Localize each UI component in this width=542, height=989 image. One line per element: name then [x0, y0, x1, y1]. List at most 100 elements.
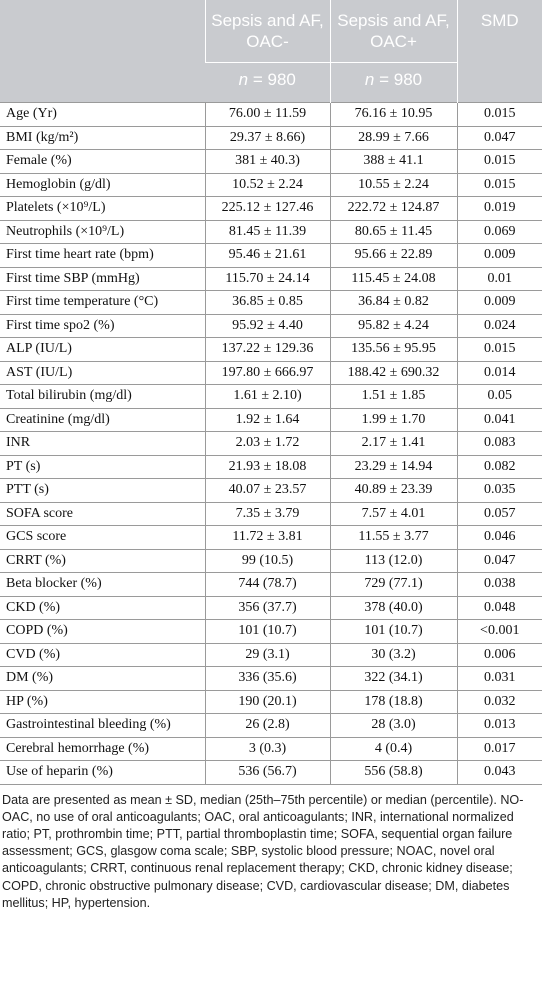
value-oac-negative: 381 ± 40.3) [204, 149, 330, 174]
value-oac-negative: 3 (0.3) [204, 737, 330, 761]
table-row: PT (s) 21.93 ± 18.08 23.29 ± 14.94 0.082 [0, 455, 542, 479]
row-label: First time heart rate (bpm) [0, 243, 205, 268]
value-smd: 0.009 [456, 290, 542, 315]
table-row: INR 2.03 ± 1.72 2.17 ± 1.41 0.083 [0, 431, 542, 456]
value-oac-negative: 744 (78.7) [204, 572, 330, 597]
table-footnote: Data are presented as mean ± SD, median … [2, 792, 524, 910]
value-oac-positive: 40.89 ± 23.39 [329, 478, 457, 503]
row-label: PT (s) [0, 455, 205, 479]
header-n-oac-positive: n = 980 [329, 62, 457, 103]
value-oac-negative: 101 (10.7) [204, 619, 330, 644]
characteristics-table: Sepsis and AF, OAC- Sepsis and AF, OAC+ … [0, 0, 542, 785]
value-oac-negative: 356 (37.7) [204, 596, 330, 620]
value-oac-positive: 322 (34.1) [329, 666, 457, 691]
value-smd: 0.015 [456, 173, 542, 197]
row-label: HP (%) [0, 690, 205, 714]
value-oac-negative: 95.46 ± 21.61 [204, 243, 330, 268]
row-label: First time temperature (°C) [0, 290, 205, 315]
value-oac-negative: 197.80 ± 666.97 [204, 361, 330, 385]
table-row: First time heart rate (bpm) 95.46 ± 21.61… [0, 243, 542, 268]
table-row: COPD (%) 101 (10.7) 101 (10.7) <0.001 [0, 619, 542, 644]
row-label: Total bilirubin (mg/dl) [0, 384, 205, 409]
row-label: PTT (s) [0, 478, 205, 503]
value-oac-positive: 11.55 ± 3.77 [329, 525, 457, 550]
row-label: Neutrophils (×10⁹/L) [0, 220, 205, 244]
row-label: ALP (IU/L) [0, 337, 205, 362]
row-label: AST (IU/L) [0, 361, 205, 385]
value-oac-positive: 30 (3.2) [329, 643, 457, 667]
table-row: Female (%) 381 ± 40.3) 388 ± 41.1 0.015 [0, 149, 542, 174]
table-row: Platelets (×10⁹/L) 225.12 ± 127.46 222.72 … [0, 196, 542, 221]
value-oac-negative: 29 (3.1) [204, 643, 330, 667]
value-smd: 0.014 [456, 361, 542, 385]
table-row: First time temperature (°C) 36.85 ± 0.85 3… [0, 290, 542, 315]
table-row: Use of heparin (%) 536 (56.7) 556 (58.8) 0.… [0, 760, 542, 785]
table-row: CRRT (%) 99 (10.5) 113 (12.0) 0.047 [0, 549, 542, 573]
table-row: CKD (%) 356 (37.7) 378 (40.0) 0.048 [0, 596, 542, 620]
value-oac-negative: 36.85 ± 0.85 [204, 290, 330, 315]
table-row: CVD (%) 29 (3.1) 30 (3.2) 0.006 [0, 643, 542, 667]
value-oac-positive: 388 ± 41.1 [329, 149, 457, 174]
row-label: CKD (%) [0, 596, 205, 620]
value-oac-positive: 80.65 ± 11.45 [329, 220, 457, 244]
value-oac-positive: 113 (12.0) [329, 549, 457, 573]
value-oac-positive: 101 (10.7) [329, 619, 457, 644]
value-oac-positive: 556 (58.8) [329, 760, 457, 785]
table-row: Neutrophils (×10⁹/L) 81.45 ± 11.39 80.65 ±… [0, 220, 542, 244]
value-smd: 0.032 [456, 690, 542, 714]
value-oac-positive: 115.45 ± 24.08 [329, 267, 457, 291]
value-smd: 0.019 [456, 196, 542, 221]
value-smd: <0.001 [456, 619, 542, 644]
value-oac-positive: 729 (77.1) [329, 572, 457, 597]
value-smd: 0.047 [456, 126, 542, 150]
table-body: Age (Yr) 76.00 ± 11.59 76.16 ± 10.95 0.015 B… [0, 102, 542, 785]
row-label: COPD (%) [0, 619, 205, 644]
value-oac-positive: 10.55 ± 2.24 [329, 173, 457, 197]
value-oac-negative: 11.72 ± 3.81 [204, 525, 330, 550]
value-oac-positive: 1.51 ± 1.85 [329, 384, 457, 409]
value-oac-negative: 10.52 ± 2.24 [204, 173, 330, 197]
value-oac-negative: 81.45 ± 11.39 [204, 220, 330, 244]
header-smd: SMD [456, 0, 542, 103]
row-label: Gastrointestinal bleeding (%) [0, 713, 205, 738]
row-label: INR [0, 431, 205, 456]
row-label: BMI (kg/m²) [0, 126, 205, 150]
value-oac-negative: 95.92 ± 4.40 [204, 314, 330, 338]
value-smd: 0.015 [456, 337, 542, 362]
value-smd: 0.082 [456, 455, 542, 479]
row-label: CRRT (%) [0, 549, 205, 573]
header-oac-negative: Sepsis and AF, OAC- [204, 0, 330, 63]
row-label: DM (%) [0, 666, 205, 691]
row-label: Creatinine (mg/dl) [0, 408, 205, 432]
value-oac-negative: 190 (20.1) [204, 690, 330, 714]
value-oac-positive: 188.42 ± 690.32 [329, 361, 457, 385]
row-label: Hemoglobin (g/dl) [0, 173, 205, 197]
value-smd: 0.05 [456, 384, 542, 409]
value-smd: 0.015 [456, 149, 542, 174]
value-oac-negative: 21.93 ± 18.08 [204, 455, 330, 479]
table-row: PTT (s) 40.07 ± 23.57 40.89 ± 23.39 0.035 [0, 478, 542, 503]
table-row: GCS score 11.72 ± 3.81 11.55 ± 3.77 0.046 [0, 525, 542, 550]
row-label: Platelets (×10⁹/L) [0, 196, 205, 221]
value-smd: 0.031 [456, 666, 542, 691]
value-oac-positive: 1.99 ± 1.70 [329, 408, 457, 432]
table-row: Hemoglobin (g/dl) 10.52 ± 2.24 10.55 ± 2.2… [0, 173, 542, 197]
row-label: First time SBP (mmHg) [0, 267, 205, 291]
value-oac-positive: 4 (0.4) [329, 737, 457, 761]
table-row: BMI (kg/m²) 29.37 ± 8.66) 28.99 ± 7.66 0.04… [0, 126, 542, 150]
table-row: Gastrointestinal bleeding (%) 26 (2.8) 28 … [0, 713, 542, 738]
header-blank-cell [0, 0, 205, 103]
value-smd: 0.024 [456, 314, 542, 338]
value-smd: 0.057 [456, 502, 542, 526]
value-smd: 0.01 [456, 267, 542, 291]
table-row: Creatinine (mg/dl) 1.92 ± 1.64 1.99 ± 1.70… [0, 408, 542, 432]
value-oac-negative: 1.92 ± 1.64 [204, 408, 330, 432]
table-row: First time SBP (mmHg) 115.70 ± 24.14 115.4… [0, 267, 542, 291]
value-oac-positive: 95.66 ± 22.89 [329, 243, 457, 268]
header-n-oac-negative: n = 980 [205, 62, 330, 103]
table-row: AST (IU/L) 197.80 ± 666.97 188.42 ± 690.32… [0, 361, 542, 385]
value-smd: 0.035 [456, 478, 542, 503]
value-oac-positive: 7.57 ± 4.01 [329, 502, 457, 526]
value-oac-positive: 23.29 ± 14.94 [329, 455, 457, 479]
row-label: Cerebral hemorrhage (%) [0, 737, 205, 761]
